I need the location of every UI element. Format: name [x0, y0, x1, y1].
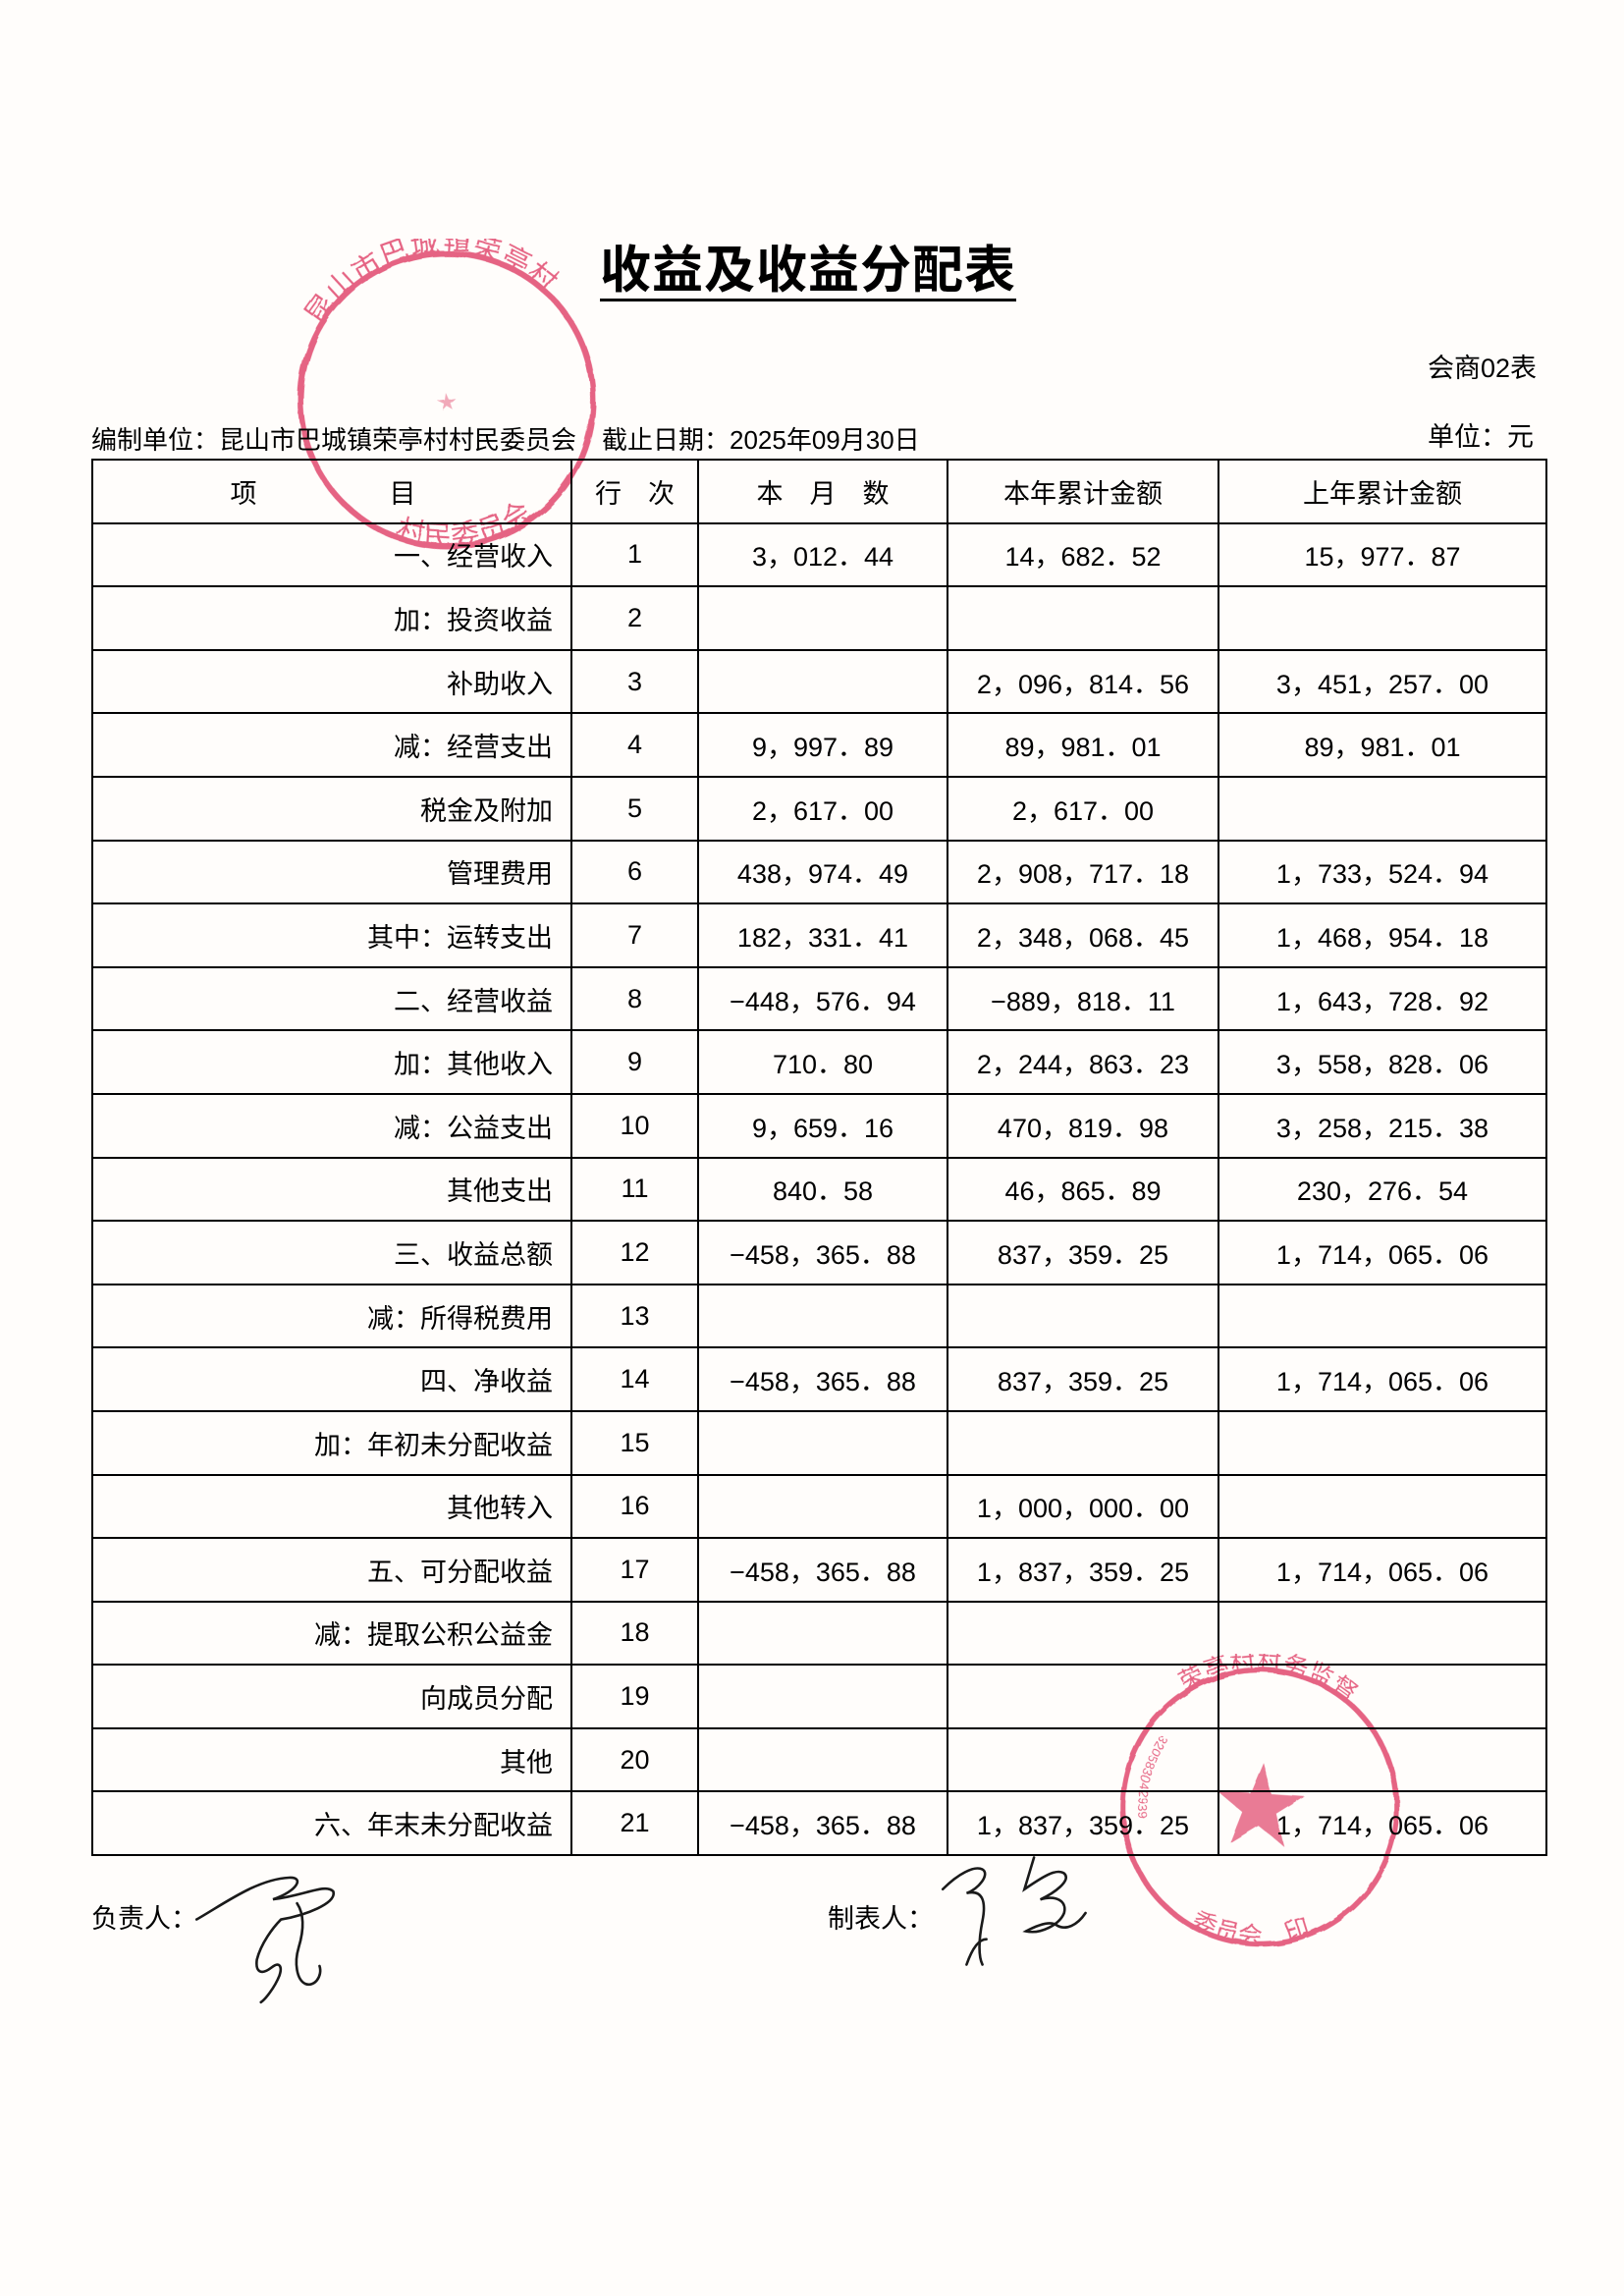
- svg-text:昆山市巴城镇荣亭村: 昆山市巴城镇荣亭村: [291, 239, 568, 333]
